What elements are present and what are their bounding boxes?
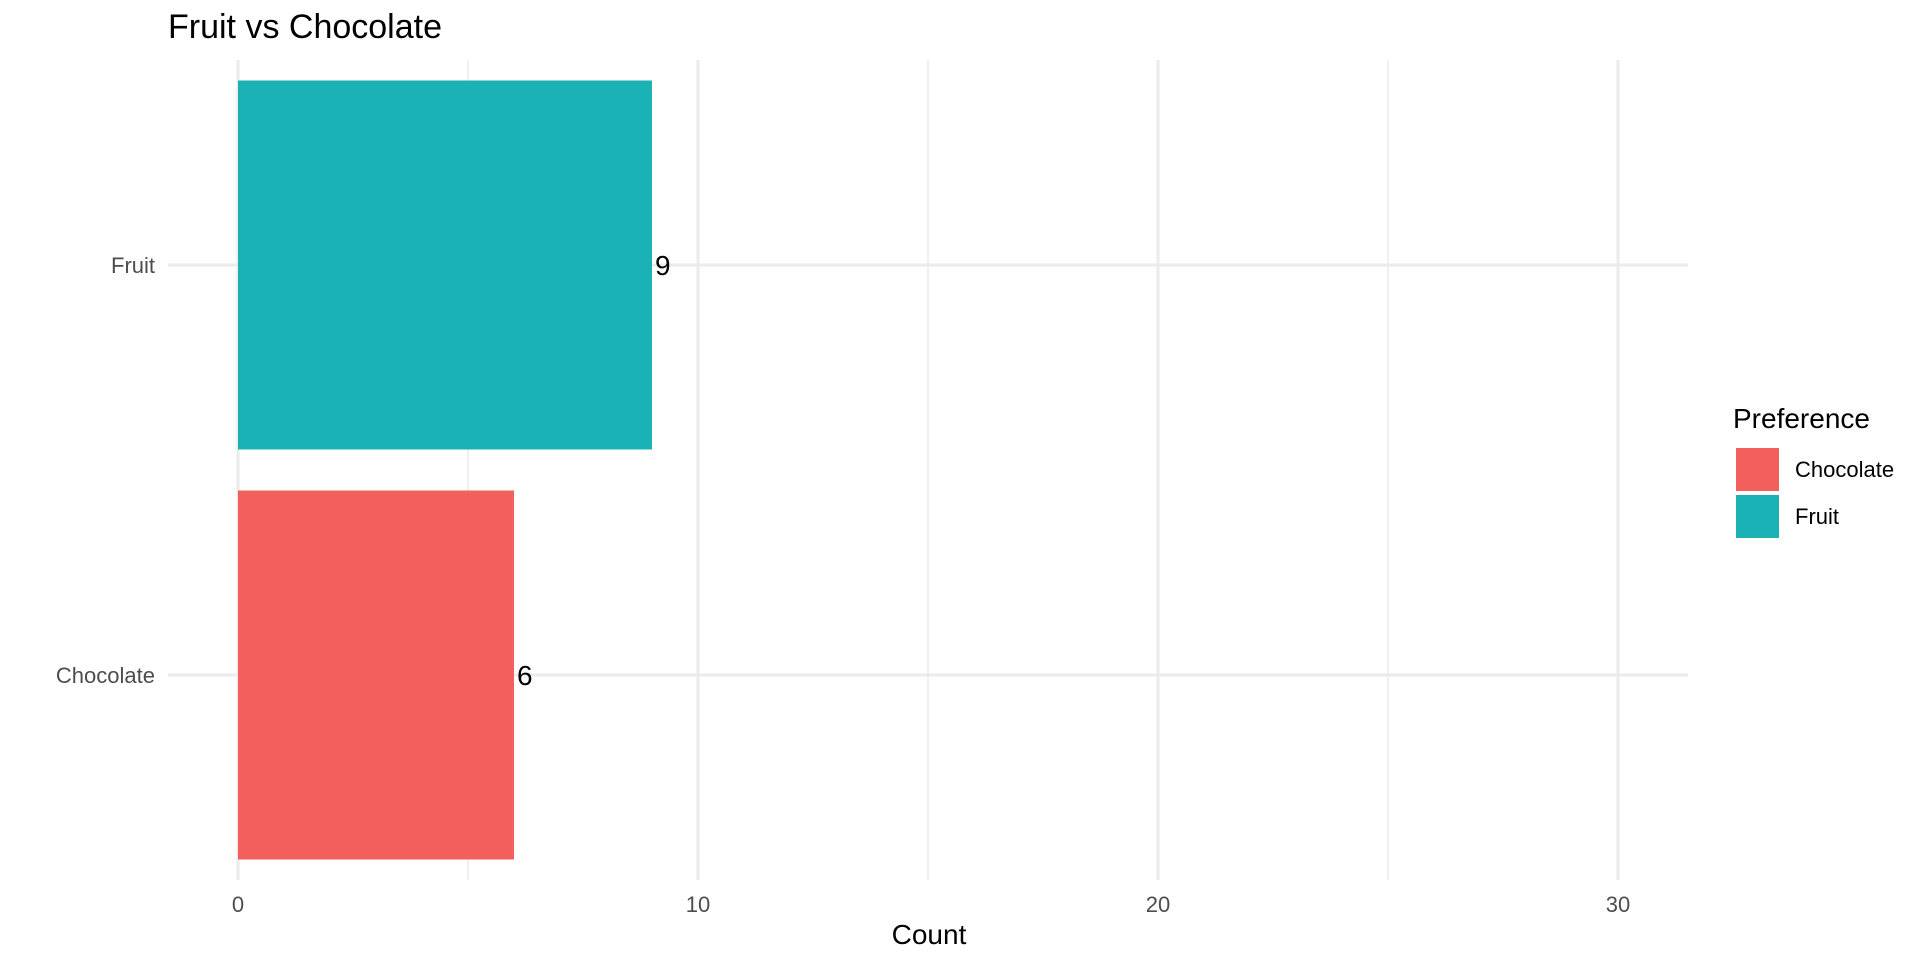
data-label-chocolate: 6	[517, 660, 533, 691]
data-labels: 69	[517, 250, 671, 691]
y-tick-label-chocolate: Chocolate	[56, 663, 155, 688]
legend-label-chocolate: Chocolate	[1795, 457, 1894, 482]
bar-fruit	[238, 80, 652, 450]
legend-items: Chocolate Fruit	[1736, 448, 1894, 538]
legend-swatch-chocolate	[1736, 448, 1779, 491]
x-axis-title: Count	[892, 919, 967, 950]
y-tick-label-fruit: Fruit	[111, 253, 155, 278]
bars	[238, 80, 652, 860]
legend: Preference Chocolate Fruit	[1733, 403, 1894, 538]
y-axis-tick-labels: Chocolate Fruit	[56, 253, 155, 688]
x-tick-label-1: 10	[686, 892, 710, 917]
x-tick-label-3: 30	[1606, 892, 1630, 917]
data-label-fruit: 9	[655, 250, 671, 281]
legend-label-fruit: Fruit	[1795, 504, 1839, 529]
legend-swatch-fruit	[1736, 495, 1779, 538]
bar-chocolate	[238, 490, 514, 860]
x-tick-label-0: 0	[232, 892, 244, 917]
chart-title: Fruit vs Chocolate	[168, 8, 442, 46]
legend-title: Preference	[1733, 403, 1870, 434]
x-axis-tick-labels: 0 10 20 30	[232, 892, 1630, 917]
x-tick-label-2: 20	[1146, 892, 1170, 917]
